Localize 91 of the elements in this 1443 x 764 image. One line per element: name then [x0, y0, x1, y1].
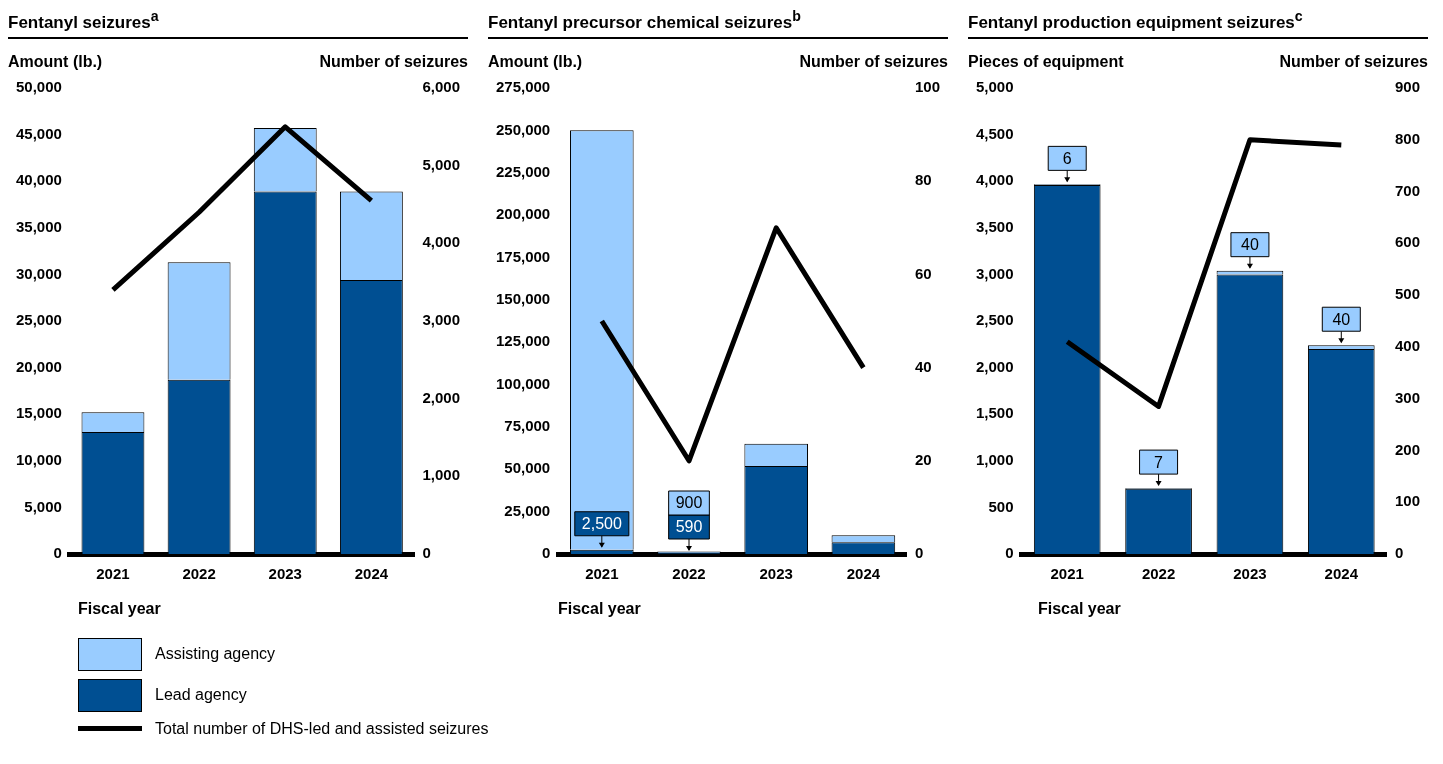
y2-tick-label: 100 [1394, 492, 1420, 510]
y-tick-label: 0 [1005, 543, 1014, 561]
x-tick-label: 2023 [759, 564, 793, 582]
y2-tick-label: 300 [1394, 388, 1420, 406]
y2-tick-label: 5,000 [422, 155, 461, 173]
data-label: 590 [675, 518, 703, 536]
x-tick-label: 2022 [672, 564, 706, 582]
y2-tick-label: 2,000 [422, 388, 461, 406]
y-tick-label: 25,000 [15, 310, 62, 328]
data-label: 6 [1062, 149, 1072, 167]
y-tick-label: 4,000 [975, 171, 1014, 188]
y2-tick-label: 900 [1394, 77, 1420, 95]
x-tick-label: 2024 [1324, 564, 1359, 582]
y-tick-label: 225,000 [495, 162, 551, 180]
y-tick-label: 3,500 [975, 217, 1014, 235]
y-tick-label: 1,500 [975, 404, 1014, 421]
data-label: 2,500 [581, 514, 622, 532]
y-tick-label: 15,000 [15, 404, 62, 421]
y-axis-title: Amount (lb.) [488, 52, 583, 71]
y2-tick-label: 0 [1394, 543, 1404, 561]
y2-tick-label: 0 [422, 543, 431, 561]
y2-tick-label: 20 [914, 450, 932, 468]
legend-label: Total number of DHS-led and assisted seizures [155, 719, 489, 738]
data-label: 40 [1241, 235, 1259, 253]
y-tick-label: 0 [541, 543, 551, 561]
y2-tick-label: 400 [1394, 336, 1420, 354]
chart-title: Fentanyl precursor chemical seizures$^{b}$ [488, 8, 948, 39]
y2-tick-label: 700 [1394, 181, 1420, 199]
data-label: 40 [1332, 310, 1351, 328]
y2-tick-label: 500 [1394, 284, 1420, 302]
y-tick-label: 2,500 [975, 310, 1014, 328]
x-tick-label: 2021 [96, 564, 130, 582]
y2-tick-label: 3,000 [422, 310, 461, 328]
y-tick-label: 10,000 [15, 450, 62, 468]
y-tick-label: 250,000 [495, 120, 551, 138]
x-tick-label: 2021 [585, 564, 619, 582]
y-tick-label: 125,000 [495, 331, 551, 349]
y2-tick-label: 80 [914, 171, 932, 188]
y2-tick-label: 1,000 [422, 466, 461, 484]
y-tick-label: 175,000 [495, 247, 551, 265]
y-tick-label: 500 [988, 497, 1014, 515]
y-tick-label: 50,000 [15, 77, 62, 95]
x-axis-title: Fiscal year [77, 599, 162, 618]
data-label: 900 [675, 494, 703, 512]
x-tick-label: 2023 [1233, 564, 1267, 582]
y-tick-label: 25,000 [504, 501, 551, 519]
y-tick-label: 0 [53, 543, 62, 561]
y-axis-title: Amount (lb.) [8, 52, 103, 71]
x-tick-label: 2023 [268, 564, 302, 582]
y-tick-label: 3,000 [975, 264, 1014, 282]
y2-tick-label: 40 [914, 357, 932, 375]
y2-tick-label: 800 [1394, 129, 1420, 147]
y2-tick-label: 600 [1394, 233, 1420, 251]
y2-tick-label: 4,000 [422, 233, 461, 251]
y-tick-label: 50,000 [504, 459, 551, 477]
x-axis-title: Fiscal year [1037, 599, 1122, 618]
x-tick-label: 2021 [1050, 564, 1084, 582]
y2-tick-label: 100 [914, 77, 940, 95]
y-tick-label: 2,000 [975, 357, 1014, 375]
chart-title: Fentanyl production equipment seizures$^{c}$ [968, 8, 1428, 39]
y2-axis-title: Number of seizures [319, 52, 468, 71]
y-tick-label: 275,000 [495, 77, 551, 95]
y-tick-label: 45,000 [15, 124, 62, 142]
y-axis-title: Pieces of equipment [968, 52, 1124, 71]
y-tick-label: 5,000 [975, 77, 1014, 95]
y-tick-label: 1,000 [975, 450, 1014, 468]
y-tick-label: 100,000 [495, 374, 551, 392]
y-tick-label: 30,000 [15, 264, 62, 282]
chart-title: Fentanyl seizures$^{a}$ [8, 8, 468, 39]
y-tick-label: 20,000 [15, 357, 62, 375]
x-tick-label: 2024 [846, 564, 881, 582]
y-tick-label: 200,000 [495, 204, 551, 222]
y-tick-label: 5,000 [24, 497, 62, 515]
y-tick-label: 75,000 [504, 416, 551, 434]
y-tick-label: 40,000 [15, 171, 62, 188]
y2-tick-label: 0 [914, 543, 924, 561]
y-tick-label: 35,000 [15, 217, 62, 235]
x-tick-label: 2022 [182, 564, 216, 582]
y2-tick-label: 6,000 [422, 77, 461, 95]
x-tick-label: 2024 [354, 564, 389, 582]
y-tick-label: 4,500 [975, 124, 1014, 142]
y2-tick-label: 200 [1394, 440, 1420, 458]
y2-axis-title: Number of seizures [799, 52, 948, 71]
y2-tick-label: 60 [914, 264, 932, 282]
legend-label: Assisting agency [155, 645, 276, 664]
x-tick-label: 2022 [1141, 564, 1176, 582]
y2-axis-title: Number of seizures [1279, 52, 1428, 71]
legend-label: Lead agency [155, 686, 247, 705]
x-axis-title: Fiscal year [557, 599, 642, 618]
data-label: 7 [1154, 453, 1164, 471]
y-tick-label: 150,000 [495, 289, 551, 307]
